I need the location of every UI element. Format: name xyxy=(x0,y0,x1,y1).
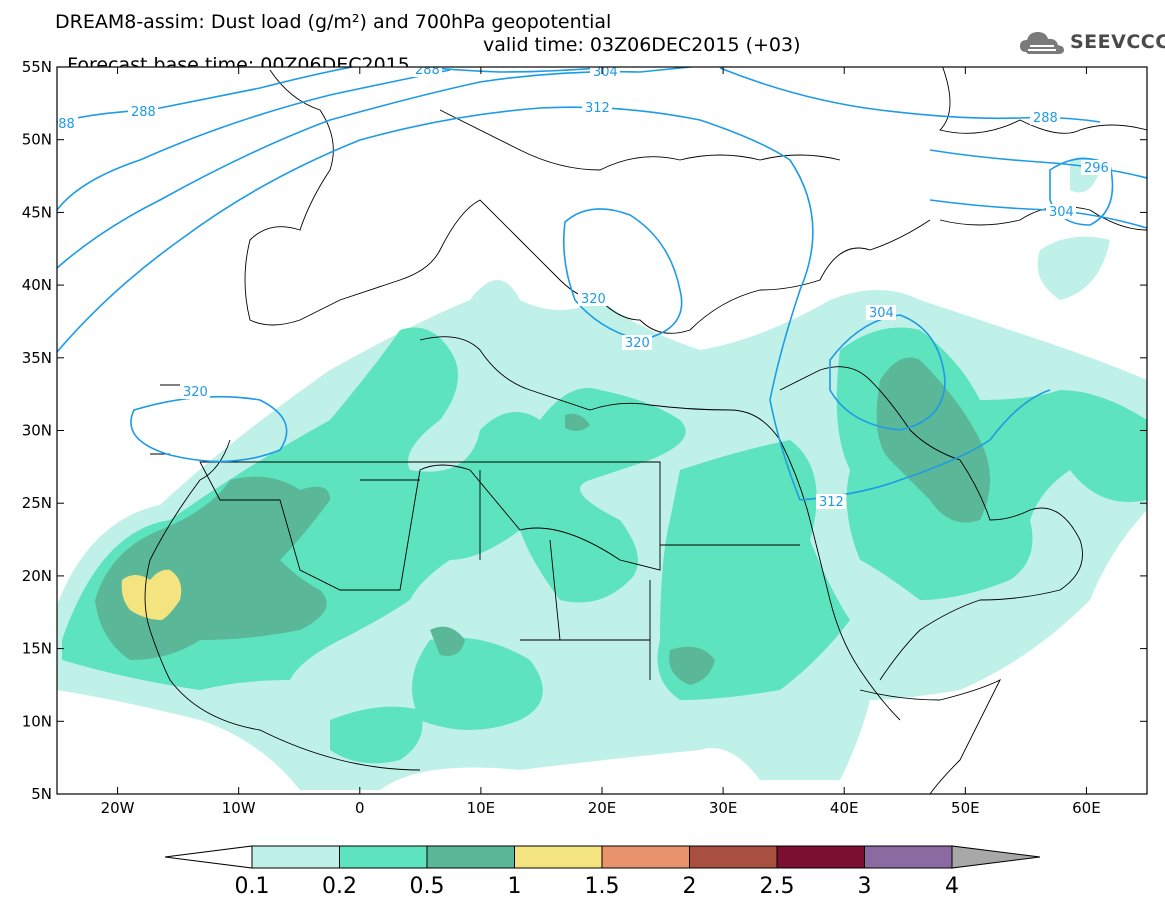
colorbar-level-label: 1 xyxy=(508,874,522,899)
colorbar-under-triangle xyxy=(164,845,253,869)
colorbar-level-label: 1.5 xyxy=(585,874,620,899)
colorbar-over-triangle xyxy=(951,845,1041,869)
lon-tick-label: 20W xyxy=(101,799,135,817)
lat-tick-label: 5N xyxy=(31,785,52,803)
lat-tick-label: 30N xyxy=(22,422,52,440)
coastlines-borders xyxy=(144,67,1147,794)
colorbar-swatch xyxy=(601,845,690,869)
contour-label: 320 xyxy=(581,292,606,307)
lon-tick-label: 40E xyxy=(830,799,859,817)
colorbar-swatch xyxy=(339,845,428,869)
lat-tick-label: 20N xyxy=(22,567,52,585)
contour-label: 312 xyxy=(819,495,844,510)
lat-tick-label: 55N xyxy=(22,58,52,76)
logo-text: SEEVCCC xyxy=(1070,31,1165,53)
lat-tick-label: 10N xyxy=(22,712,52,730)
contour-label: 320 xyxy=(625,336,650,351)
lat-tick-label: 50N xyxy=(22,131,52,149)
colorbar-swatch xyxy=(864,845,953,869)
contour-label: 304 xyxy=(593,65,618,80)
contour-label: 320 xyxy=(183,385,208,400)
lon-tick-label: 50E xyxy=(951,799,980,817)
contour-label: 288 xyxy=(415,63,440,78)
lon-tick-label: 30E xyxy=(709,799,738,817)
lat-tick-label: 15N xyxy=(22,640,52,658)
contour-label: 288 xyxy=(1033,111,1058,126)
lat-tick-label: 25N xyxy=(22,494,52,512)
latitude-axis: 55N 50N 45N 40N 35N 30N 25N 20N 15N 10N 5N xyxy=(22,58,1147,803)
colorbar-level-label: 0.5 xyxy=(410,874,445,899)
contour-label: 304 xyxy=(1049,205,1074,220)
colorbar-level-label: 2 xyxy=(683,874,697,899)
colorbar: 0.1 0.2 0.5 1 1.5 2 2.5 3 4 xyxy=(164,845,1041,899)
colorbar-level-label: 4 xyxy=(945,874,959,899)
lon-tick-label: 20E xyxy=(588,799,617,817)
longitude-axis: 20W 10W 0 10E 20E 30E 40E 50E 60E xyxy=(101,67,1101,817)
colorbar-level-label: 0.1 xyxy=(235,874,270,899)
contour-label: 296 xyxy=(1084,161,1109,176)
contour-labels: 288 288 288 304 312 320 320 320 304 312 … xyxy=(50,63,1111,510)
contour-label: 304 xyxy=(869,306,894,321)
cloud-icon xyxy=(1020,32,1064,54)
map-title: DREAM8-assim: Dust load (g/m²) and 700hP… xyxy=(55,11,612,33)
dust-level-1 xyxy=(121,569,182,620)
lat-tick-label: 40N xyxy=(22,276,52,294)
contour-label: 312 xyxy=(585,101,610,116)
geopotential-contours xyxy=(57,67,1147,501)
colorbar-swatch xyxy=(514,845,603,869)
colorbar-swatch xyxy=(776,845,865,869)
colorbar-swatch xyxy=(251,845,340,869)
colorbar-level-label: 3 xyxy=(858,874,872,899)
lon-tick-label: 0 xyxy=(355,799,365,817)
valid-time: valid time: 03Z06DEC2015 (+03) xyxy=(483,34,801,56)
lon-tick-label: 10E xyxy=(467,799,496,817)
colorbar-swatch xyxy=(689,845,778,869)
lon-tick-label: 60E xyxy=(1072,799,1101,817)
colorbar-level-label: 2.5 xyxy=(760,874,795,899)
colorbar-swatch xyxy=(426,845,515,869)
contour-label: 288 xyxy=(131,105,156,120)
lat-tick-label: 35N xyxy=(22,349,52,367)
seevccc-logo: SEEVCCC xyxy=(1018,26,1165,58)
lat-tick-label: 45N xyxy=(22,203,52,221)
colorbar-level-label: 0.2 xyxy=(322,874,357,899)
contour-label: 288 xyxy=(50,117,75,132)
lon-tick-label: 10W xyxy=(222,799,256,817)
